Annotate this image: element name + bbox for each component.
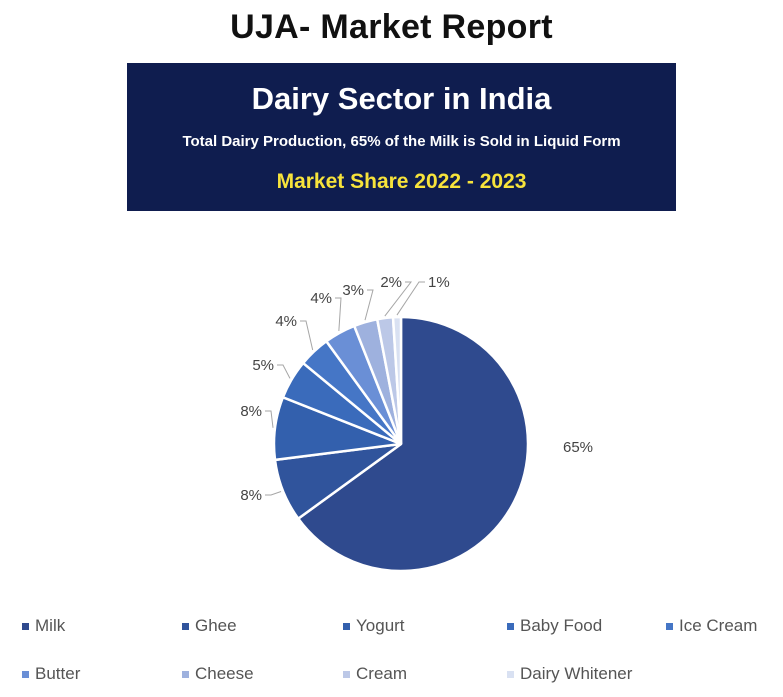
data-label: 3% [342,282,364,299]
banner-title: Dairy Sector in India [251,81,552,116]
report-title: UJA- Market Report [230,8,553,46]
leader-line [300,320,314,351]
leader-line [265,410,274,428]
banner-period: Market Share 2022 - 2023 [276,170,527,193]
data-label: 65% [563,439,593,456]
pie-slice-milk [296,315,530,573]
leader-line [384,281,413,317]
pie-slice-dairy-whitener [391,315,403,445]
data-label: 1% [428,274,450,291]
data-label: 8% [240,403,262,420]
banner-subtitle: Total Dairy Production, 65% of the Milk … [182,133,621,150]
leader-line [277,364,291,379]
leader-line [364,289,374,321]
data-label: 5% [252,357,274,374]
leader-line [335,297,342,331]
data-label: 2% [380,274,402,291]
leader-line [396,281,425,316]
data-label: 4% [275,313,297,330]
data-label: 8% [240,487,262,504]
data-label: 4% [310,290,332,307]
title-banner: Dairy Sector in India Total Dairy Produc… [127,63,676,211]
leader-line [265,491,282,496]
